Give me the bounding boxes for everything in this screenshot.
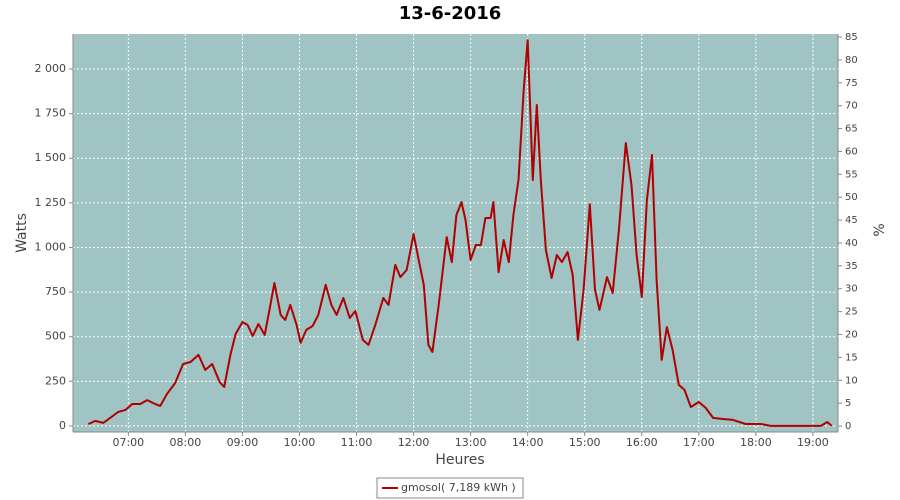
y2-tick-label: 70 [845, 101, 858, 112]
y2-tick-label: 10 [845, 375, 858, 386]
y2-tick-label: 30 [845, 284, 858, 295]
x-tick-label: 15:00 [569, 436, 601, 449]
y-axis-label: Watts [14, 213, 30, 253]
x-tick-label: 16:00 [626, 436, 658, 449]
y-tick-label: 1 750 [35, 107, 67, 120]
y2-tick-label: 85 [845, 32, 858, 43]
y2-tick-label: 80 [845, 55, 858, 66]
y-tick-label: 500 [45, 330, 66, 343]
y2-tick-label: 45 [845, 215, 858, 226]
x-tick-label: 12:00 [398, 436, 430, 449]
x-axis-label: Heures [435, 452, 484, 468]
x-tick-label: 19:00 [797, 436, 829, 449]
y2-tick-label: 75 [845, 78, 858, 89]
y2-tick-label: 15 [845, 352, 858, 363]
y-tick-label: 1 000 [35, 240, 67, 253]
x-tick-label: 18:00 [740, 436, 772, 449]
y2-tick-label: 0 [845, 421, 851, 432]
y-tick-label: 1 500 [35, 151, 67, 164]
y2-tick-label: 50 [845, 192, 858, 203]
y2-tick-label: 65 [845, 124, 858, 135]
y-tick-label: 0 [59, 419, 66, 432]
y2-tick-label: 40 [845, 238, 858, 249]
y-tick-label: 750 [45, 285, 66, 298]
y2-tick-label: 55 [845, 169, 858, 180]
x-tick-label: 07:00 [112, 436, 144, 449]
chart-title: 13-6-2016 [399, 3, 502, 24]
series-line [87, 39, 833, 427]
y-tick-label: 2 000 [35, 62, 67, 75]
x-tick-label: 09:00 [227, 436, 259, 449]
x-tick-label: 14:00 [512, 436, 544, 449]
x-tick-label: 08:00 [170, 436, 202, 449]
y2-tick-label: 35 [845, 261, 858, 272]
y2-tick-label: 20 [845, 330, 858, 341]
legend-label: gmosol( 7,189 kWh ) [401, 481, 516, 494]
x-tick-label: 17:00 [683, 436, 715, 449]
y2-tick-label: 5 [845, 398, 851, 409]
y-tick-label: 250 [45, 374, 66, 387]
x-tick-label: 11:00 [341, 436, 373, 449]
legend-box [376, 477, 524, 499]
y2-tick-label: 25 [845, 307, 858, 318]
y-tick-label: 1 250 [35, 196, 67, 209]
y2-tick-label: 60 [845, 146, 858, 157]
y2-axis-label: % [872, 223, 888, 236]
x-tick-label: 13:00 [455, 436, 487, 449]
x-tick-label: 10:00 [284, 436, 316, 449]
